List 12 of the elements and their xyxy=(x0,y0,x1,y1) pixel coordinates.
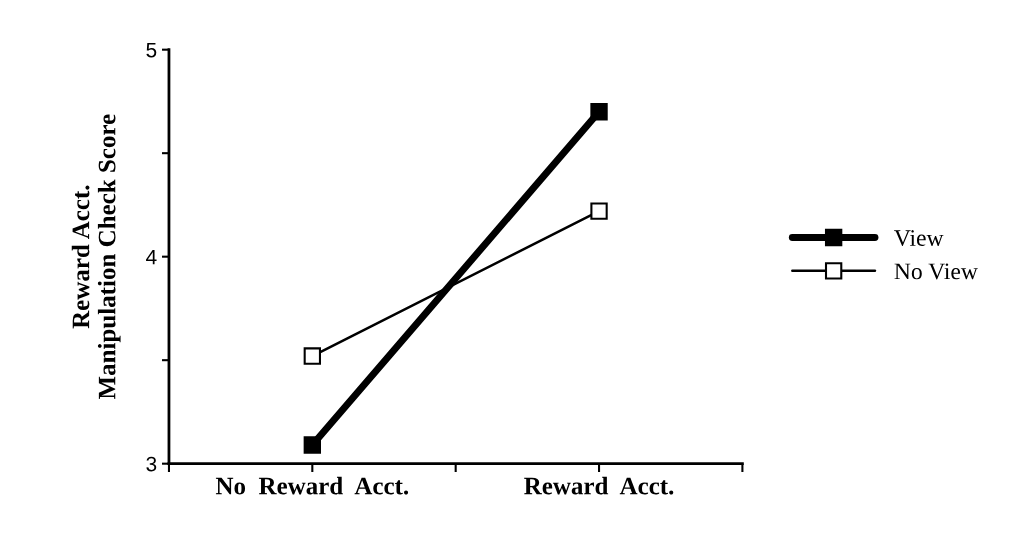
y-tick-label: 3 xyxy=(146,456,157,472)
x-tick-label: Reward Acct. xyxy=(524,476,674,495)
y-axis-title: Reward Acct. Manipulation Check Score xyxy=(71,114,121,400)
point xyxy=(590,202,608,220)
legend-label: View xyxy=(894,230,944,247)
point xyxy=(303,436,321,454)
legend-label: No View xyxy=(894,263,978,280)
y-tick-label: 5 xyxy=(146,42,157,58)
x-tick-label: No Reward Acct. xyxy=(215,476,409,495)
point xyxy=(303,347,321,365)
point xyxy=(590,103,608,121)
y-tick-label: 4 xyxy=(146,249,157,265)
